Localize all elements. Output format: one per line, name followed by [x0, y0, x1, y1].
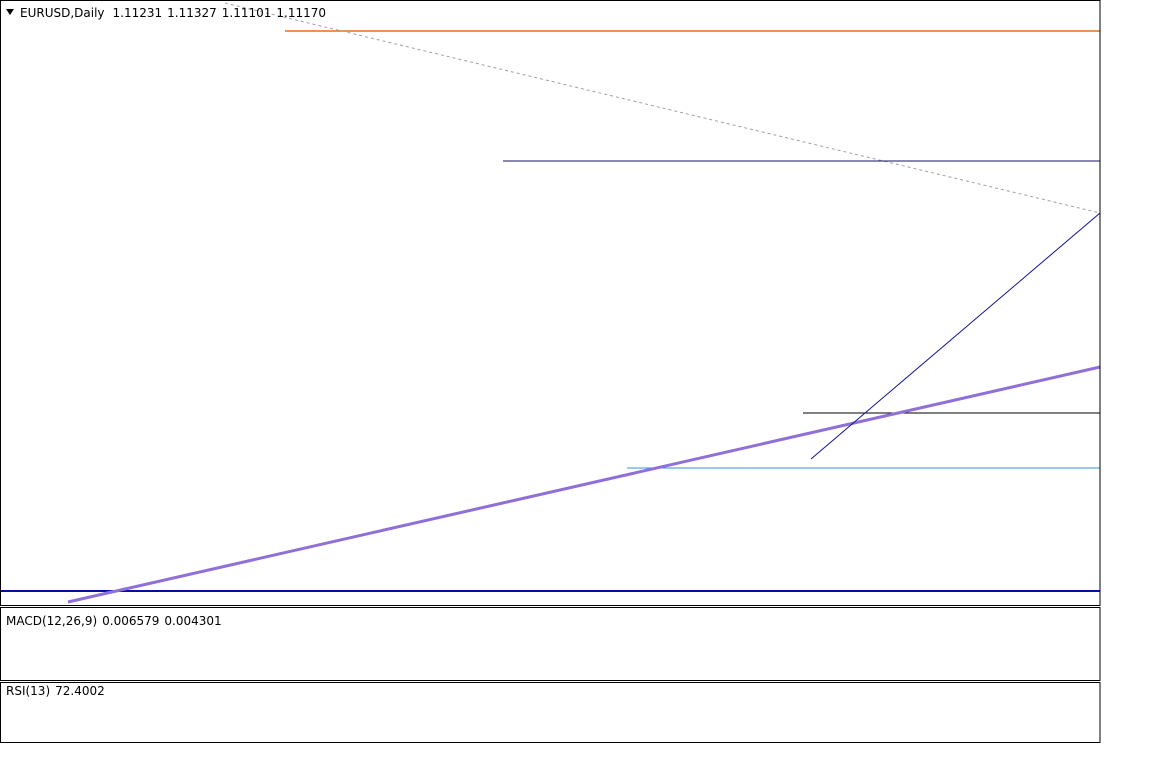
macd-value: 0.006579: [102, 614, 159, 628]
symbol: EURUSD,Daily: [20, 6, 105, 20]
macd-header: MACD(12,26,9) 0.006579 0.004301: [6, 614, 222, 628]
signal-value: 0.004301: [164, 614, 221, 628]
frames: [0, 0, 1101, 743]
rsi-title: RSI(13): [6, 684, 50, 698]
symbol-header: EURUSD,Daily 1.11231 1.11327 1.11101 1.11170: [20, 6, 326, 20]
rsi-frame: [0, 682, 1101, 743]
low: 1.11101: [222, 6, 272, 20]
close: 1.11170: [276, 6, 326, 20]
rsi-header: RSI(13) 72.4002: [6, 684, 105, 698]
macd-frame: [0, 607, 1101, 681]
open: 1.11231: [113, 6, 163, 20]
rsi-value: 72.4002: [55, 684, 105, 698]
main-frame: [0, 0, 1101, 606]
trend-line: [67, 365, 1101, 604]
collapse-icon[interactable]: [6, 9, 14, 15]
high: 1.11327: [167, 6, 217, 20]
macd-title: MACD(12,26,9): [6, 614, 97, 628]
drawings: [0, 2, 1101, 604]
trend-line: [810, 212, 1101, 460]
